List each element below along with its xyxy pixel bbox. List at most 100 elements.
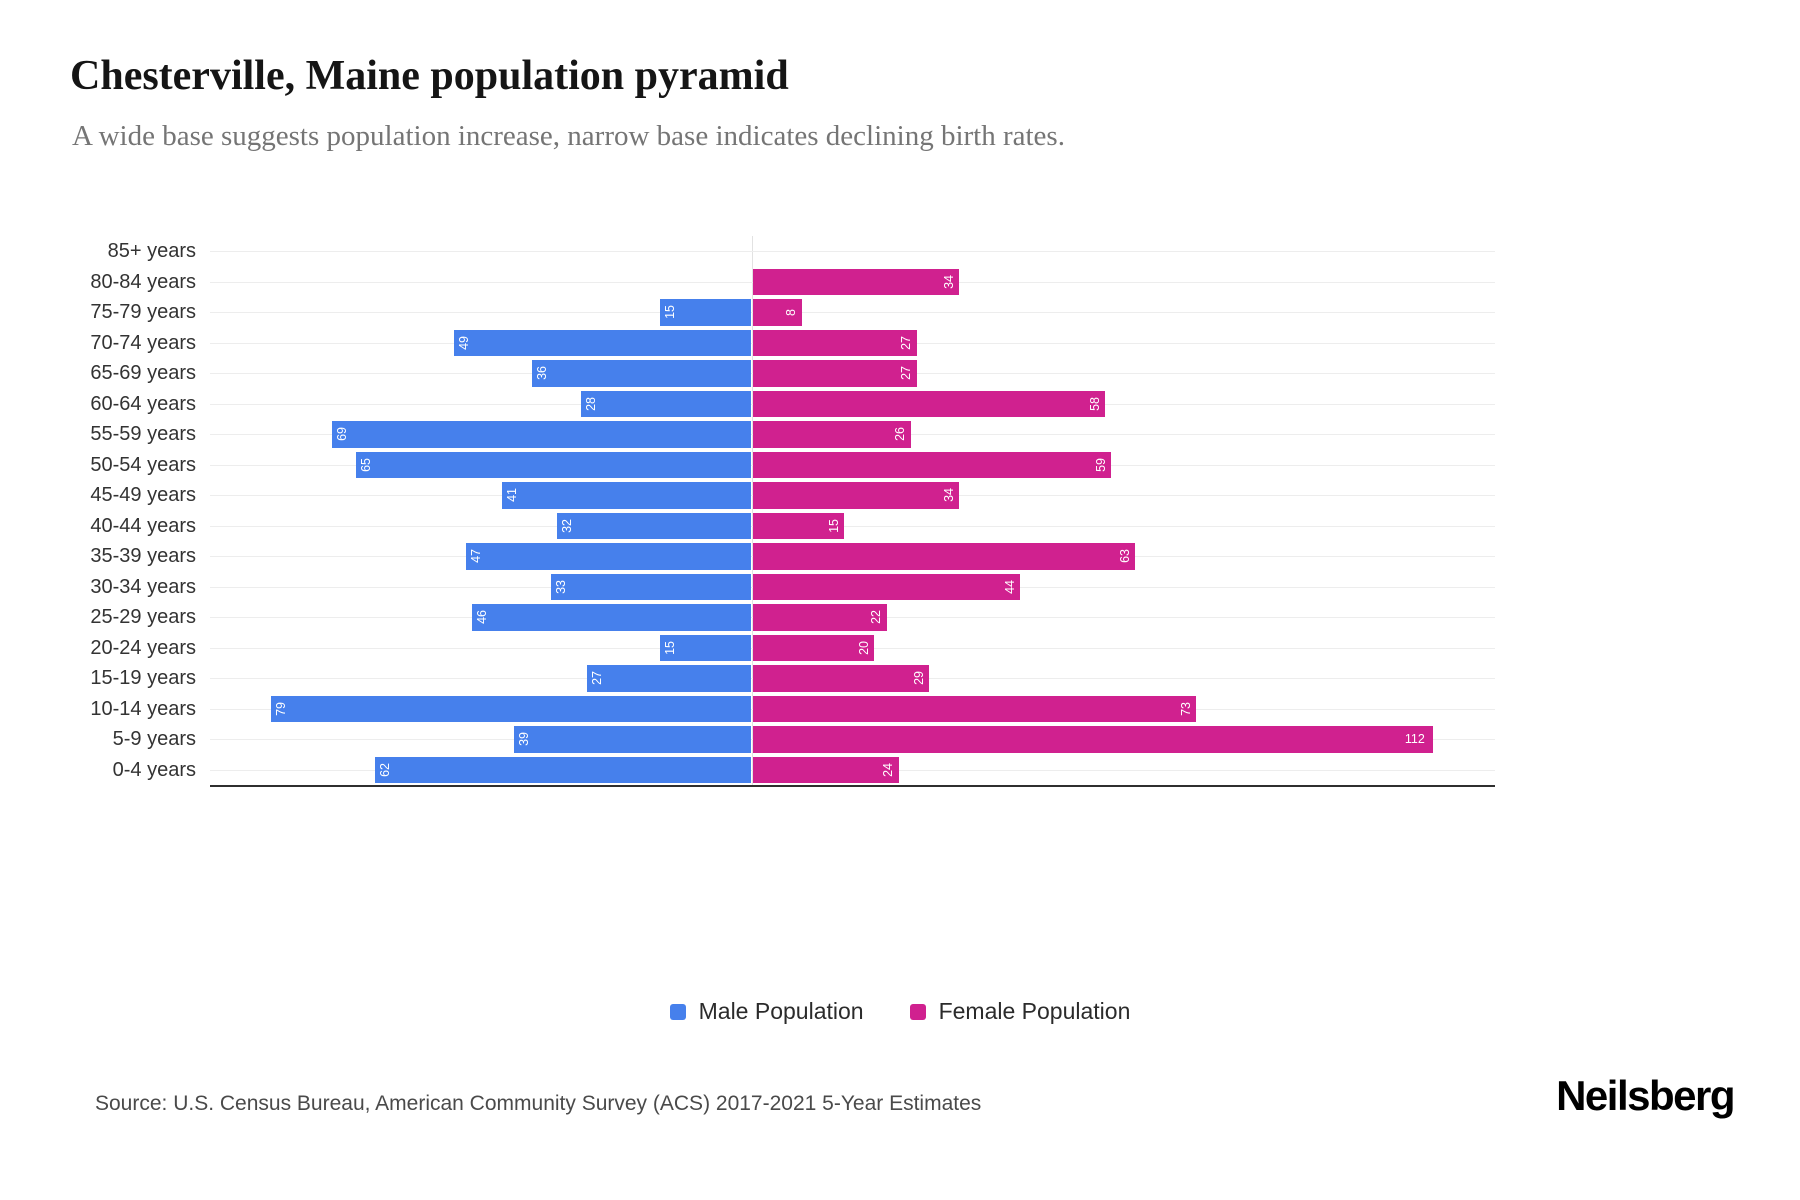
bar-value-label: 46 xyxy=(474,610,489,625)
female-bar[interactable]: 8 xyxy=(753,299,802,326)
bar-value-label: 65 xyxy=(359,457,374,472)
brand-logo: Neilsberg xyxy=(1556,1072,1735,1119)
female-bar[interactable]: 112 xyxy=(753,726,1433,753)
category-label: 75-79 years xyxy=(90,301,196,323)
male-bar[interactable]: 46 xyxy=(471,604,751,631)
male-bar[interactable]: 15 xyxy=(659,634,751,661)
male-bar[interactable]: 41 xyxy=(502,482,751,509)
legend-item-male[interactable]: Male Population xyxy=(669,998,864,1025)
female-bar[interactable]: 27 xyxy=(753,329,917,356)
bar-value-label: 34 xyxy=(941,274,956,289)
legend: Male Population Female Population xyxy=(0,998,1800,1025)
bar-area: 15 8 xyxy=(210,297,1495,328)
gridline xyxy=(210,525,1495,527)
pyramid-row: 45-49 years 41 34 xyxy=(0,480,1495,511)
source-text: Source: U.S. Census Bureau, American Com… xyxy=(95,1092,982,1115)
bar-value-label: 15 xyxy=(826,518,841,533)
chart-subtitle: A wide base suggests population increase… xyxy=(72,120,1065,152)
female-bar[interactable]: 26 xyxy=(753,421,911,448)
bar-value-label: 8 xyxy=(784,308,799,316)
pyramid-row: 60-64 years 28 58 xyxy=(0,389,1495,420)
female-legend-swatch xyxy=(909,1003,926,1020)
bar-area: 27 29 xyxy=(210,663,1495,694)
male-bar[interactable]: 47 xyxy=(465,543,751,570)
pyramid-row: 85+ years xyxy=(0,236,1495,267)
bar-value-label: 112 xyxy=(1404,732,1425,746)
bar-area: 15 20 xyxy=(210,633,1495,664)
female-bar[interactable]: 29 xyxy=(753,665,930,692)
male-bar[interactable]: 28 xyxy=(581,390,751,417)
female-bar[interactable]: 34 xyxy=(753,482,960,509)
male-bar[interactable]: 15 xyxy=(659,299,751,326)
bar-value-label: 24 xyxy=(881,762,896,777)
bar-value-label: 32 xyxy=(559,518,574,533)
pyramid-row: 80-84 years 34 xyxy=(0,267,1495,298)
center-axis-line xyxy=(752,236,753,785)
female-bar[interactable]: 20 xyxy=(753,634,875,661)
bar-value-label: 62 xyxy=(377,762,392,777)
gridline xyxy=(210,251,1495,253)
bar-value-label: 63 xyxy=(1117,549,1132,564)
category-label: 35-39 years xyxy=(90,545,196,567)
male-bar[interactable]: 69 xyxy=(332,421,751,448)
male-bar[interactable]: 27 xyxy=(587,665,751,692)
bar-value-label: 15 xyxy=(662,640,677,655)
bar-area: 41 34 xyxy=(210,480,1495,511)
male-bar[interactable]: 62 xyxy=(374,756,751,783)
pyramid-row: 65-69 years 36 27 xyxy=(0,358,1495,389)
female-bar[interactable]: 15 xyxy=(753,512,845,539)
bar-value-label: 79 xyxy=(274,701,289,716)
bar-area: 47 63 xyxy=(210,541,1495,572)
female-bar[interactable]: 24 xyxy=(753,756,899,783)
bar-value-label: 15 xyxy=(662,305,677,320)
category-label: 60-64 years xyxy=(90,392,196,415)
female-bar[interactable]: 59 xyxy=(753,451,1112,478)
category-label: 15-19 years xyxy=(90,667,196,689)
male-bar[interactable]: 49 xyxy=(453,329,751,356)
bar-area: 34 xyxy=(210,267,1495,298)
pyramid-row: 20-24 years 15 20 xyxy=(0,633,1495,664)
bar-value-label: 26 xyxy=(893,427,908,442)
male-bar[interactable]: 36 xyxy=(532,360,751,387)
bar-area: 79 73 xyxy=(210,694,1495,725)
female-bar[interactable]: 73 xyxy=(753,695,1197,722)
bar-value-label: 33 xyxy=(553,579,568,594)
male-bar[interactable]: 33 xyxy=(550,573,751,600)
male-bar[interactable]: 39 xyxy=(514,726,751,753)
male-bar[interactable]: 79 xyxy=(271,695,751,722)
bar-area: 32 15 xyxy=(210,511,1495,542)
bar-area: 69 26 xyxy=(210,419,1495,450)
bar-value-label: 47 xyxy=(468,549,483,564)
legend-item-female[interactable]: Female Population xyxy=(909,998,1130,1025)
population-pyramid-chart: 85+ years 80-84 years 34 75-79 years 15 8 70-7… xyxy=(0,236,1495,787)
category-label: 5-9 years xyxy=(112,728,196,750)
bar-area: 28 58 xyxy=(210,389,1495,420)
pyramid-row: 5-9 years 39 112 xyxy=(0,724,1495,755)
female-bar[interactable]: 44 xyxy=(753,573,1021,600)
category-label: 65-69 years xyxy=(90,362,196,384)
male-bar[interactable]: 32 xyxy=(556,512,751,539)
category-label: 45-49 years xyxy=(90,484,196,506)
category-label: 50-54 years xyxy=(90,453,196,476)
pyramid-row: 50-54 years 65 59 xyxy=(0,450,1495,481)
male-legend-swatch xyxy=(669,1003,686,1020)
bar-area: 39 112 xyxy=(210,724,1495,755)
pyramid-row: 55-59 years 69 26 xyxy=(0,419,1495,450)
female-bar[interactable]: 63 xyxy=(753,543,1136,570)
bar-value-label: 36 xyxy=(535,366,550,381)
bar-value-label: 22 xyxy=(869,610,884,625)
bar-value-label: 59 xyxy=(1093,457,1108,472)
male-bar[interactable]: 65 xyxy=(356,451,751,478)
gridline xyxy=(210,312,1495,314)
bar-value-label: 41 xyxy=(505,488,520,503)
category-label: 40-44 years xyxy=(90,514,196,537)
female-bar[interactable]: 22 xyxy=(753,604,887,631)
pyramid-row: 10-14 years 79 73 xyxy=(0,694,1495,725)
category-label: 0-4 years xyxy=(112,758,196,781)
female-bar[interactable]: 27 xyxy=(753,360,917,387)
bar-value-label: 44 xyxy=(1002,579,1017,594)
female-bar[interactable]: 58 xyxy=(753,390,1106,417)
female-bar[interactable]: 34 xyxy=(753,268,960,295)
x-axis-line xyxy=(210,785,1495,787)
pyramid-row: 15-19 years 27 29 xyxy=(0,663,1495,694)
